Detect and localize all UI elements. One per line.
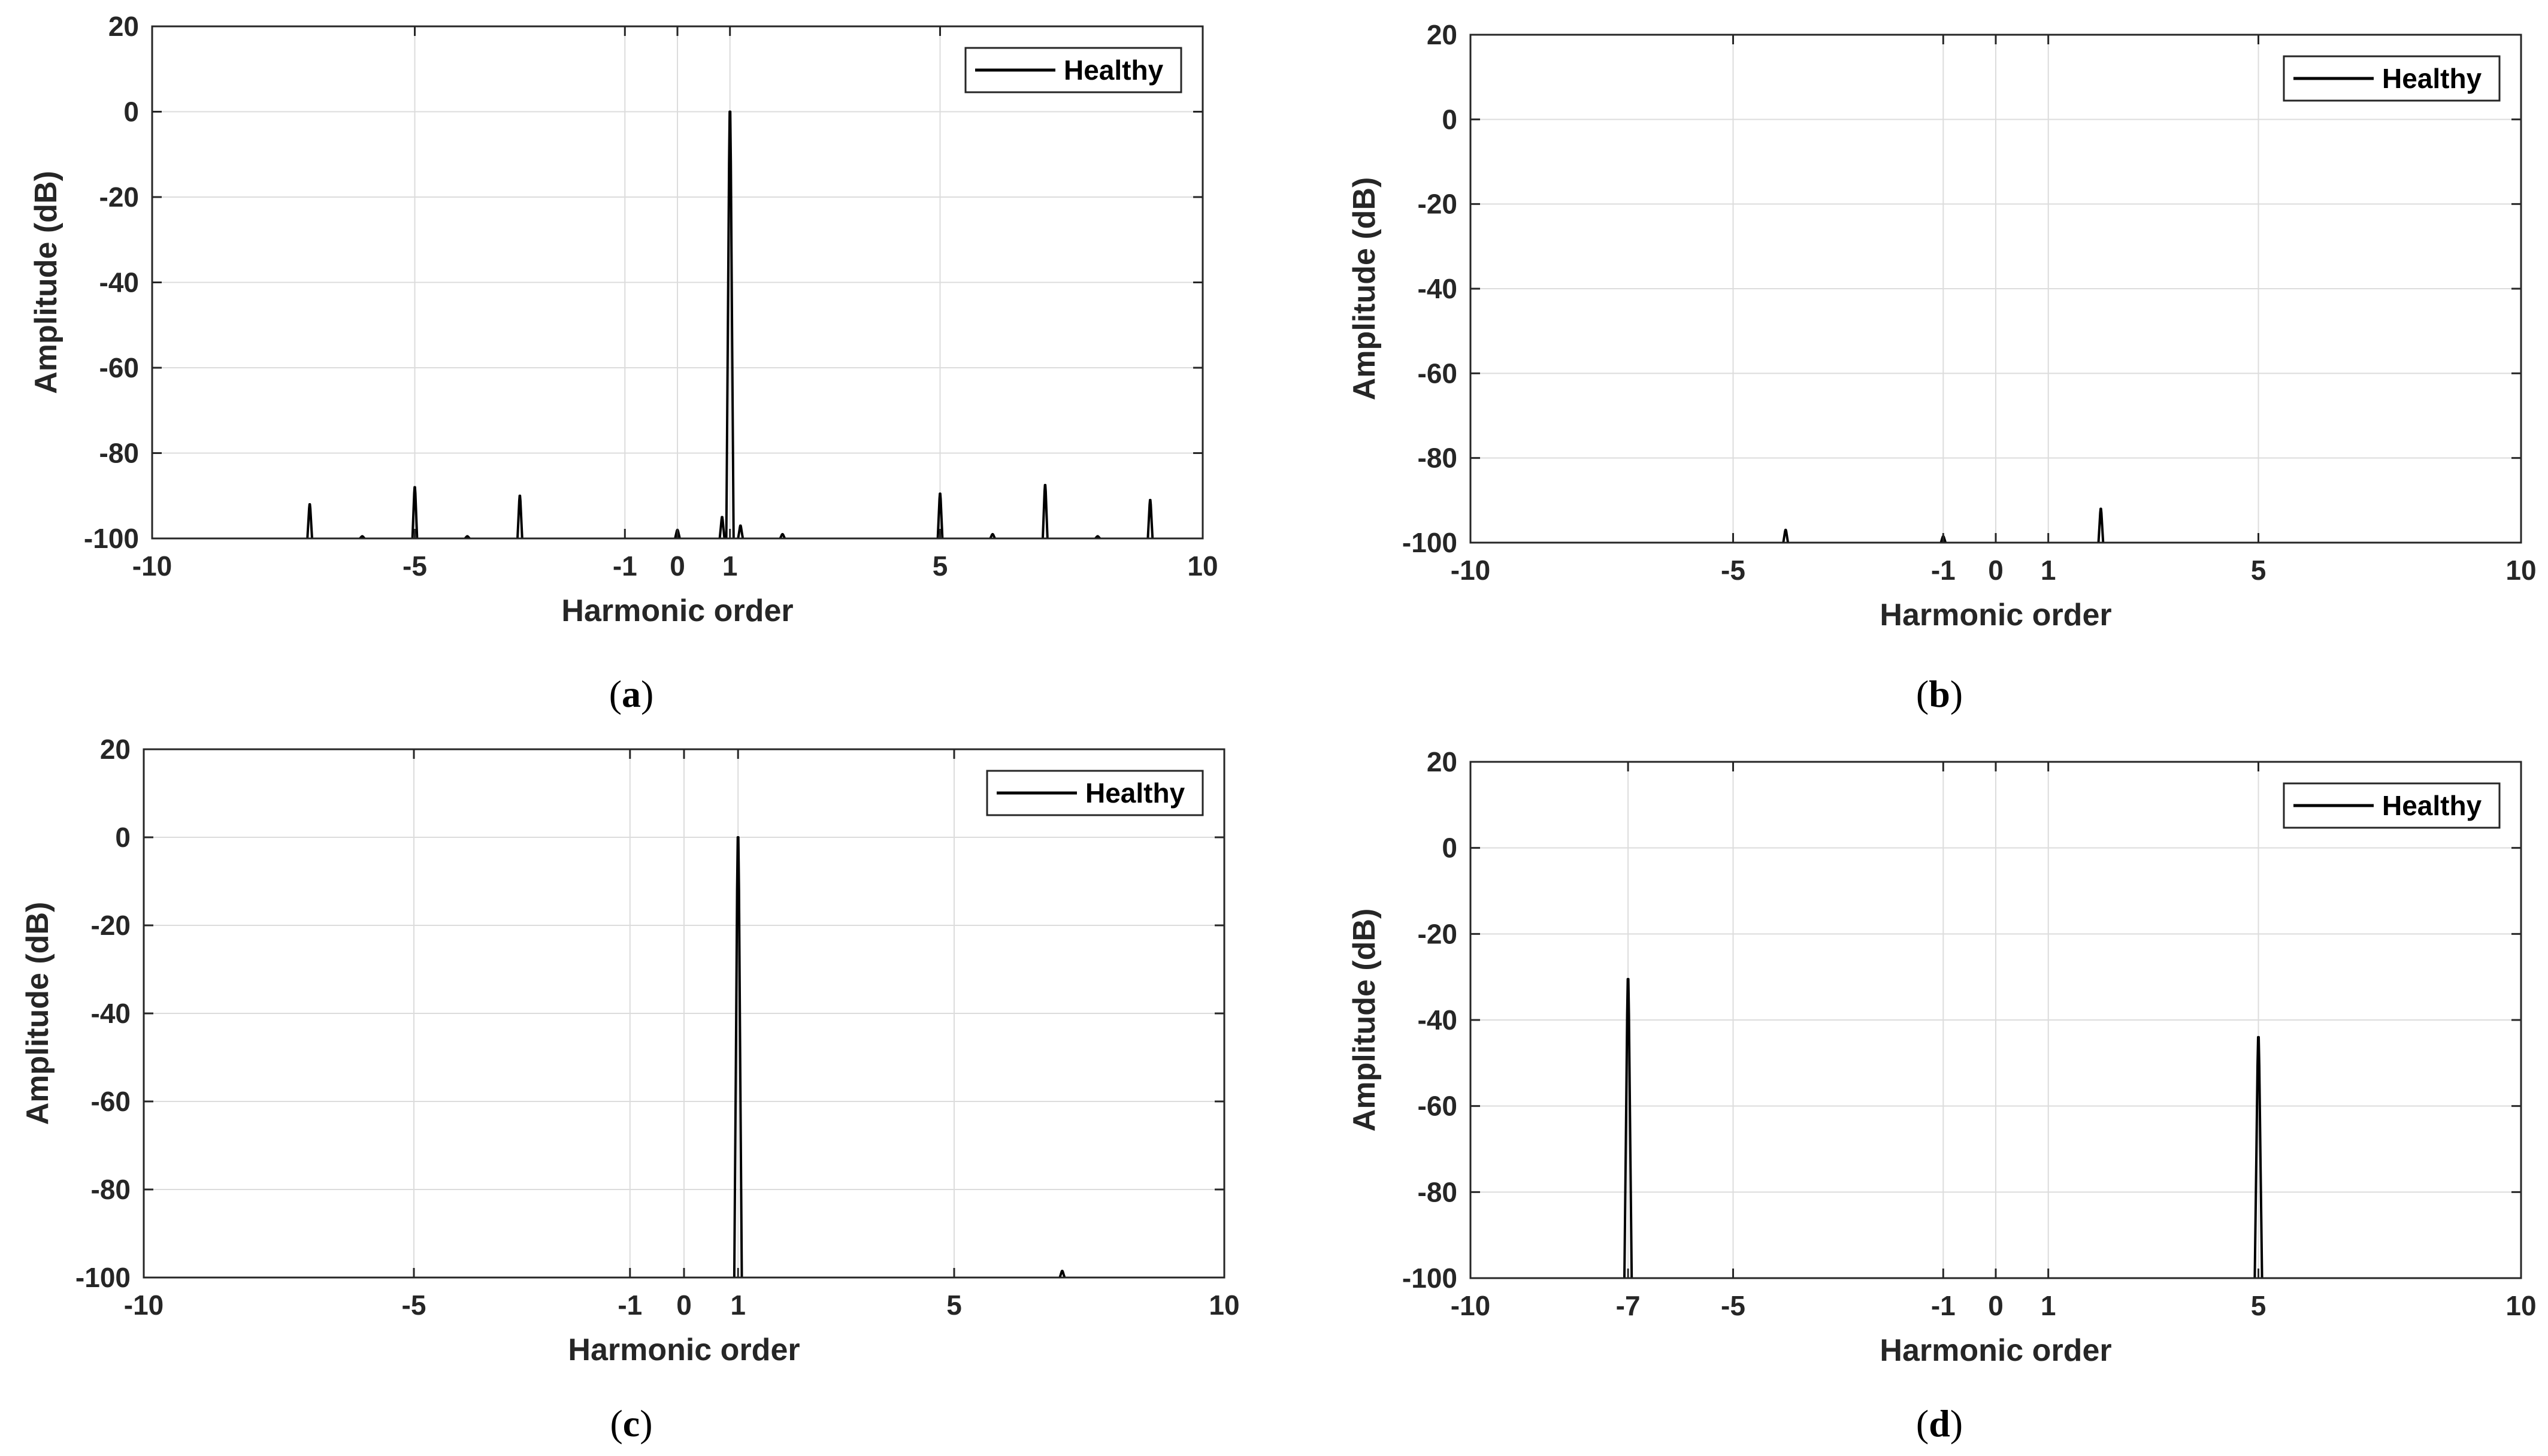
- legend-label: Healthy: [1064, 55, 1164, 86]
- y-tick-label: -40: [91, 998, 131, 1029]
- y-tick-label: -60: [99, 352, 139, 383]
- y-axis-title: Amplitude (dB): [29, 171, 63, 394]
- x-tick-label: -1: [613, 550, 637, 582]
- panel-label: (a): [609, 673, 654, 715]
- y-tick-label: 20: [1427, 746, 1457, 777]
- x-tick-label: 0: [676, 1289, 692, 1321]
- x-tick-label: -5: [1721, 1290, 1745, 1321]
- panel-label: (b): [1916, 673, 1963, 715]
- x-tick-label: 1: [2041, 555, 2056, 586]
- series-peak: [359, 535, 366, 540]
- x-tick-label: 5: [2251, 555, 2266, 586]
- x-tick-label: -5: [403, 550, 427, 582]
- panel-label: (d): [1916, 1402, 1963, 1445]
- y-axis-title: Amplitude (dB): [20, 902, 55, 1125]
- series-peak: [1094, 535, 1101, 540]
- x-axis-title: Harmonic order: [1880, 1333, 2111, 1368]
- y-tick-label: -80: [1418, 1176, 1457, 1207]
- x-tick-label: 5: [933, 550, 948, 582]
- x-tick-label: 5: [946, 1289, 962, 1321]
- y-axis-title: Amplitude (dB): [1347, 177, 1382, 401]
- y-tick-label: -40: [1418, 273, 1457, 304]
- x-tick-label: 0: [1988, 555, 2004, 586]
- y-tick-label: -20: [91, 910, 131, 941]
- series-peak: [2253, 1036, 2263, 1279]
- x-tick-label: 0: [670, 550, 685, 582]
- legend-label: Healthy: [2382, 63, 2482, 94]
- x-tick-label: 1: [2041, 1290, 2056, 1321]
- series-peak: [1623, 977, 1633, 1279]
- x-tick-label: 10: [1187, 550, 1218, 582]
- x-tick-label: -10: [124, 1289, 164, 1321]
- x-tick-label: -5: [1721, 555, 1745, 586]
- y-tick-label: 20: [1427, 19, 1457, 50]
- series-peak: [306, 503, 313, 539]
- x-tick-label: 1: [722, 550, 738, 582]
- y-tick-label: -20: [1418, 918, 1457, 949]
- y-tick-label: -20: [1418, 189, 1457, 220]
- legend-label: Healthy: [2382, 790, 2482, 821]
- series-peak: [989, 532, 996, 539]
- y-tick-label: -80: [1418, 443, 1457, 474]
- series-peak: [1782, 528, 1790, 543]
- y-tick-label: -100: [84, 523, 139, 554]
- subplot-d: -10 -7 -5 -1 0 1 5 10200-20-40-60-80-100Harmoni…: [1347, 746, 2537, 1445]
- x-tick-label: 10: [1209, 1289, 1239, 1321]
- y-tick-label: -80: [91, 1174, 131, 1205]
- panel-label: (c): [610, 1402, 652, 1445]
- x-tick-label: 10: [2505, 555, 2536, 586]
- x-tick-label: 0: [1988, 1290, 2004, 1321]
- x-tick-label: 10: [2505, 1290, 2536, 1321]
- series-peak: [718, 516, 726, 539]
- series-peak: [779, 532, 786, 539]
- series-peak: [1146, 498, 1154, 539]
- x-tick-label: -10: [1451, 555, 1490, 586]
- subplot-b: -10 -5 -1 0 1 5 10200-20-40-60-80-100Harmonic …: [1347, 19, 2537, 715]
- x-axis-title: Harmonic order: [561, 594, 793, 628]
- series-peak: [464, 535, 471, 540]
- y-tick-label: 0: [1442, 104, 1457, 135]
- y-tick-label: -100: [1402, 1263, 1457, 1294]
- y-tick-label: -60: [1418, 1091, 1457, 1122]
- series-peak: [725, 110, 735, 539]
- y-tick-label: -40: [1418, 1004, 1457, 1036]
- x-tick-label: 5: [2251, 1290, 2266, 1321]
- y-tick-label: -60: [1418, 358, 1457, 389]
- legend-label: Healthy: [1085, 777, 1185, 809]
- x-axis-title: Harmonic order: [1880, 598, 2111, 632]
- y-tick-label: -40: [99, 267, 139, 298]
- series-peak: [733, 836, 743, 1278]
- x-tick-label: -1: [618, 1289, 642, 1321]
- x-tick-label: 1: [730, 1289, 746, 1321]
- x-tick-label: -7: [1616, 1290, 1641, 1321]
- y-axis-title: Amplitude (dB): [1347, 909, 1382, 1132]
- y-tick-label: 0: [123, 96, 139, 128]
- y-tick-label: 0: [115, 822, 131, 853]
- series-peak: [936, 492, 944, 539]
- subplot-a: -10 -5 -1 0 1 5 10200-20-40-60-80-100Harmonic …: [29, 11, 1218, 715]
- x-tick-label: -5: [402, 1289, 426, 1321]
- x-tick-label: -1: [1931, 555, 1956, 586]
- x-tick-label: -10: [1451, 1290, 1490, 1321]
- series-peak: [411, 486, 419, 539]
- y-tick-label: 20: [100, 734, 131, 765]
- x-axis-title: Harmonic order: [568, 1333, 800, 1367]
- x-tick-label: -10: [132, 550, 172, 582]
- series-peak: [1042, 483, 1049, 539]
- y-tick-label: -80: [99, 438, 139, 469]
- x-tick-label: -1: [1931, 1290, 1956, 1321]
- y-tick-label: -100: [1402, 527, 1457, 558]
- y-tick-label: 20: [108, 11, 139, 42]
- y-tick-label: -60: [91, 1086, 131, 1117]
- y-tick-label: -100: [75, 1262, 131, 1293]
- series-peak: [2097, 507, 2105, 543]
- subplot-c: -10 -5 -1 0 1 5 10200-20-40-60-80-100Harmonic …: [20, 734, 1240, 1445]
- series-peak: [516, 494, 523, 539]
- y-tick-label: 0: [1442, 833, 1457, 864]
- series-peak: [1058, 1270, 1066, 1278]
- y-tick-label: -20: [99, 181, 139, 213]
- series-peak: [737, 524, 745, 539]
